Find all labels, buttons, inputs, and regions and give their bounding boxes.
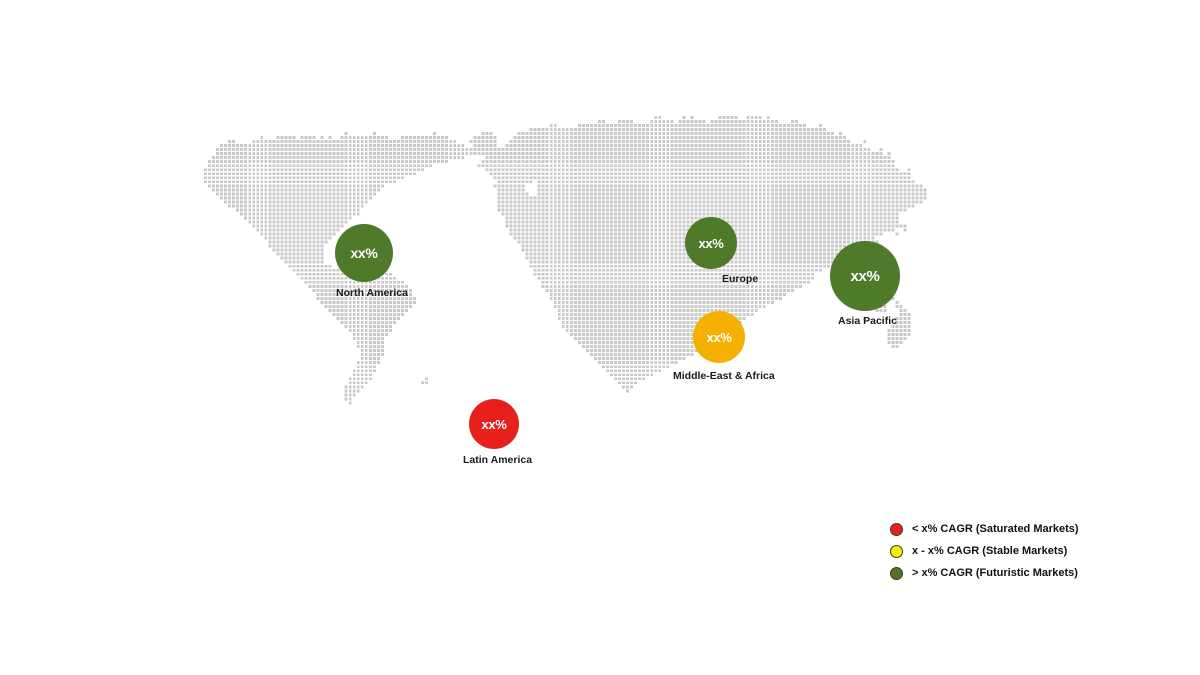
legend-item-saturated[interactable]: < x% CAGR (Saturated Markets): [890, 518, 1079, 540]
legend-label-futuristic: > x% CAGR (Futuristic Markets): [912, 566, 1078, 579]
legend-dot-futuristic-icon: [890, 566, 903, 580]
region-label-north-america: North America: [336, 287, 408, 299]
legend-dot-stable-icon: [890, 544, 903, 558]
region-label-europe: Europe: [722, 273, 759, 285]
region-bubble-north-america[interactable]: xx%: [335, 224, 393, 282]
region-label-latin-america: Latin America: [463, 454, 533, 466]
region-bubble-asia-pacific[interactable]: xx%: [830, 241, 900, 311]
legend-item-futuristic[interactable]: > x% CAGR (Futuristic Markets): [890, 562, 1079, 584]
region-label-middle-east-africa: Middle-East & Africa: [673, 370, 775, 382]
legend: < x% CAGR (Saturated Markets) x - x% CAGR…: [890, 518, 1079, 584]
region-value-asia-pacific: xx%: [850, 267, 880, 285]
legend-dot-saturated-icon: [890, 522, 903, 536]
region-bubble-middle-east-africa[interactable]: xx%: [693, 311, 745, 363]
legend-label-stable: x - x% CAGR (Stable Markets): [912, 544, 1068, 557]
legend-item-stable[interactable]: x - x% CAGR (Stable Markets): [890, 540, 1079, 562]
region-bubble-europe[interactable]: xx%: [685, 217, 737, 269]
region-value-north-america: xx%: [350, 245, 378, 261]
region-value-latin-america: xx%: [481, 416, 507, 432]
legend-label-saturated: < x% CAGR (Saturated Markets): [912, 522, 1079, 535]
region-value-europe: xx%: [698, 235, 724, 251]
region-value-middle-east-africa: xx%: [706, 329, 732, 345]
region-bubble-latin-america[interactable]: xx%: [469, 399, 519, 449]
region-label-asia-pacific: Asia Pacific: [838, 315, 897, 327]
